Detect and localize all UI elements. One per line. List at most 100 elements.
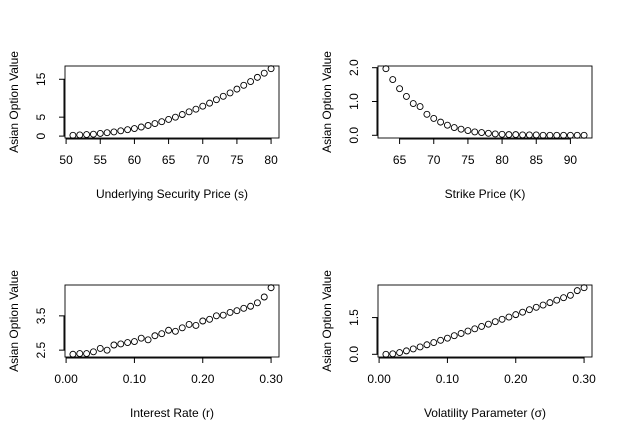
x-axis-label: Interest Rate (r) xyxy=(130,406,214,420)
point xyxy=(396,85,404,93)
point xyxy=(491,130,499,138)
x-tick-label: 75 xyxy=(461,153,475,167)
point xyxy=(525,306,533,314)
point xyxy=(525,131,533,139)
point xyxy=(185,320,193,328)
point xyxy=(457,125,465,133)
point xyxy=(267,65,275,73)
point xyxy=(124,339,132,347)
point xyxy=(430,339,438,347)
y-tick-label: 1.0 xyxy=(347,93,361,110)
point xyxy=(539,131,547,139)
point xyxy=(416,103,424,111)
point xyxy=(484,320,492,328)
point xyxy=(240,304,248,312)
y-tick-label: 2.0 xyxy=(347,59,361,76)
point xyxy=(158,118,166,126)
point xyxy=(560,131,568,139)
x-tick-label: 65 xyxy=(393,153,407,167)
point xyxy=(423,341,431,349)
point xyxy=(130,338,138,346)
point xyxy=(389,76,397,83)
point xyxy=(532,303,540,311)
point xyxy=(512,131,520,139)
y-axis-label: Asian Option Value xyxy=(7,51,21,153)
point xyxy=(498,130,506,138)
x-tick-label: 75 xyxy=(230,153,244,167)
point xyxy=(83,131,91,139)
x-tick-label: 60 xyxy=(128,153,142,167)
point xyxy=(546,131,554,139)
point xyxy=(165,326,173,334)
x-tick-label: 70 xyxy=(196,153,210,167)
y-tick-label: 0 xyxy=(34,132,48,139)
x-tick-label: 0.20 xyxy=(504,372,528,386)
point xyxy=(206,315,214,323)
point xyxy=(253,299,261,307)
x-tick-label: 80 xyxy=(495,153,509,167)
x-axis-label: Strike Price (K) xyxy=(445,187,526,201)
y-axis-label: Asian Option Value xyxy=(7,270,21,372)
point xyxy=(267,284,275,292)
x-axis-label: Volatility Parameter (σ) xyxy=(424,406,546,420)
point xyxy=(430,114,438,122)
point xyxy=(178,111,186,118)
y-tick-label: 1.5 xyxy=(347,309,361,326)
point xyxy=(89,348,97,356)
x-tick-label: 0.00 xyxy=(54,372,78,386)
point xyxy=(573,287,581,295)
point xyxy=(192,105,200,113)
x-tick-label: 0.20 xyxy=(191,372,215,386)
x-tick-label: 0.30 xyxy=(259,372,283,386)
point xyxy=(69,131,77,139)
point xyxy=(402,347,410,355)
point xyxy=(137,334,145,342)
point xyxy=(464,127,472,135)
x-tick-label: 80 xyxy=(264,153,278,167)
point xyxy=(151,120,159,128)
point xyxy=(212,96,220,104)
plot-box xyxy=(377,284,593,358)
point xyxy=(478,322,486,330)
point xyxy=(89,130,97,138)
point xyxy=(103,129,111,137)
x-tick-label: 55 xyxy=(94,153,108,167)
x-tick-label: 70 xyxy=(427,153,441,167)
plot-box xyxy=(64,284,280,358)
point xyxy=(382,350,390,358)
x-tick-label: 0.10 xyxy=(436,372,460,386)
point xyxy=(83,350,91,358)
plot-box xyxy=(64,65,280,139)
x-tick-label: 0.10 xyxy=(123,372,147,386)
point xyxy=(206,99,214,107)
point xyxy=(505,131,513,139)
point xyxy=(76,350,84,358)
point xyxy=(505,313,513,321)
point xyxy=(566,291,574,299)
point xyxy=(144,122,152,129)
point xyxy=(443,121,451,129)
y-tick-label: 0.0 xyxy=(347,346,361,363)
point xyxy=(519,131,527,139)
point xyxy=(560,294,568,302)
point xyxy=(219,311,227,319)
point xyxy=(260,69,268,77)
point xyxy=(450,124,458,131)
point xyxy=(226,89,234,97)
point xyxy=(580,131,588,139)
point xyxy=(464,327,472,335)
x-tick-label: 90 xyxy=(564,153,578,167)
point xyxy=(253,73,261,81)
point xyxy=(185,108,193,116)
point xyxy=(247,78,255,85)
point xyxy=(546,299,554,307)
point xyxy=(396,349,404,357)
point xyxy=(199,317,207,325)
plot-box xyxy=(377,65,593,139)
point xyxy=(110,341,118,349)
point xyxy=(553,131,561,139)
x-tick-label: 65 xyxy=(162,153,176,167)
point xyxy=(532,131,540,139)
point xyxy=(471,128,479,136)
